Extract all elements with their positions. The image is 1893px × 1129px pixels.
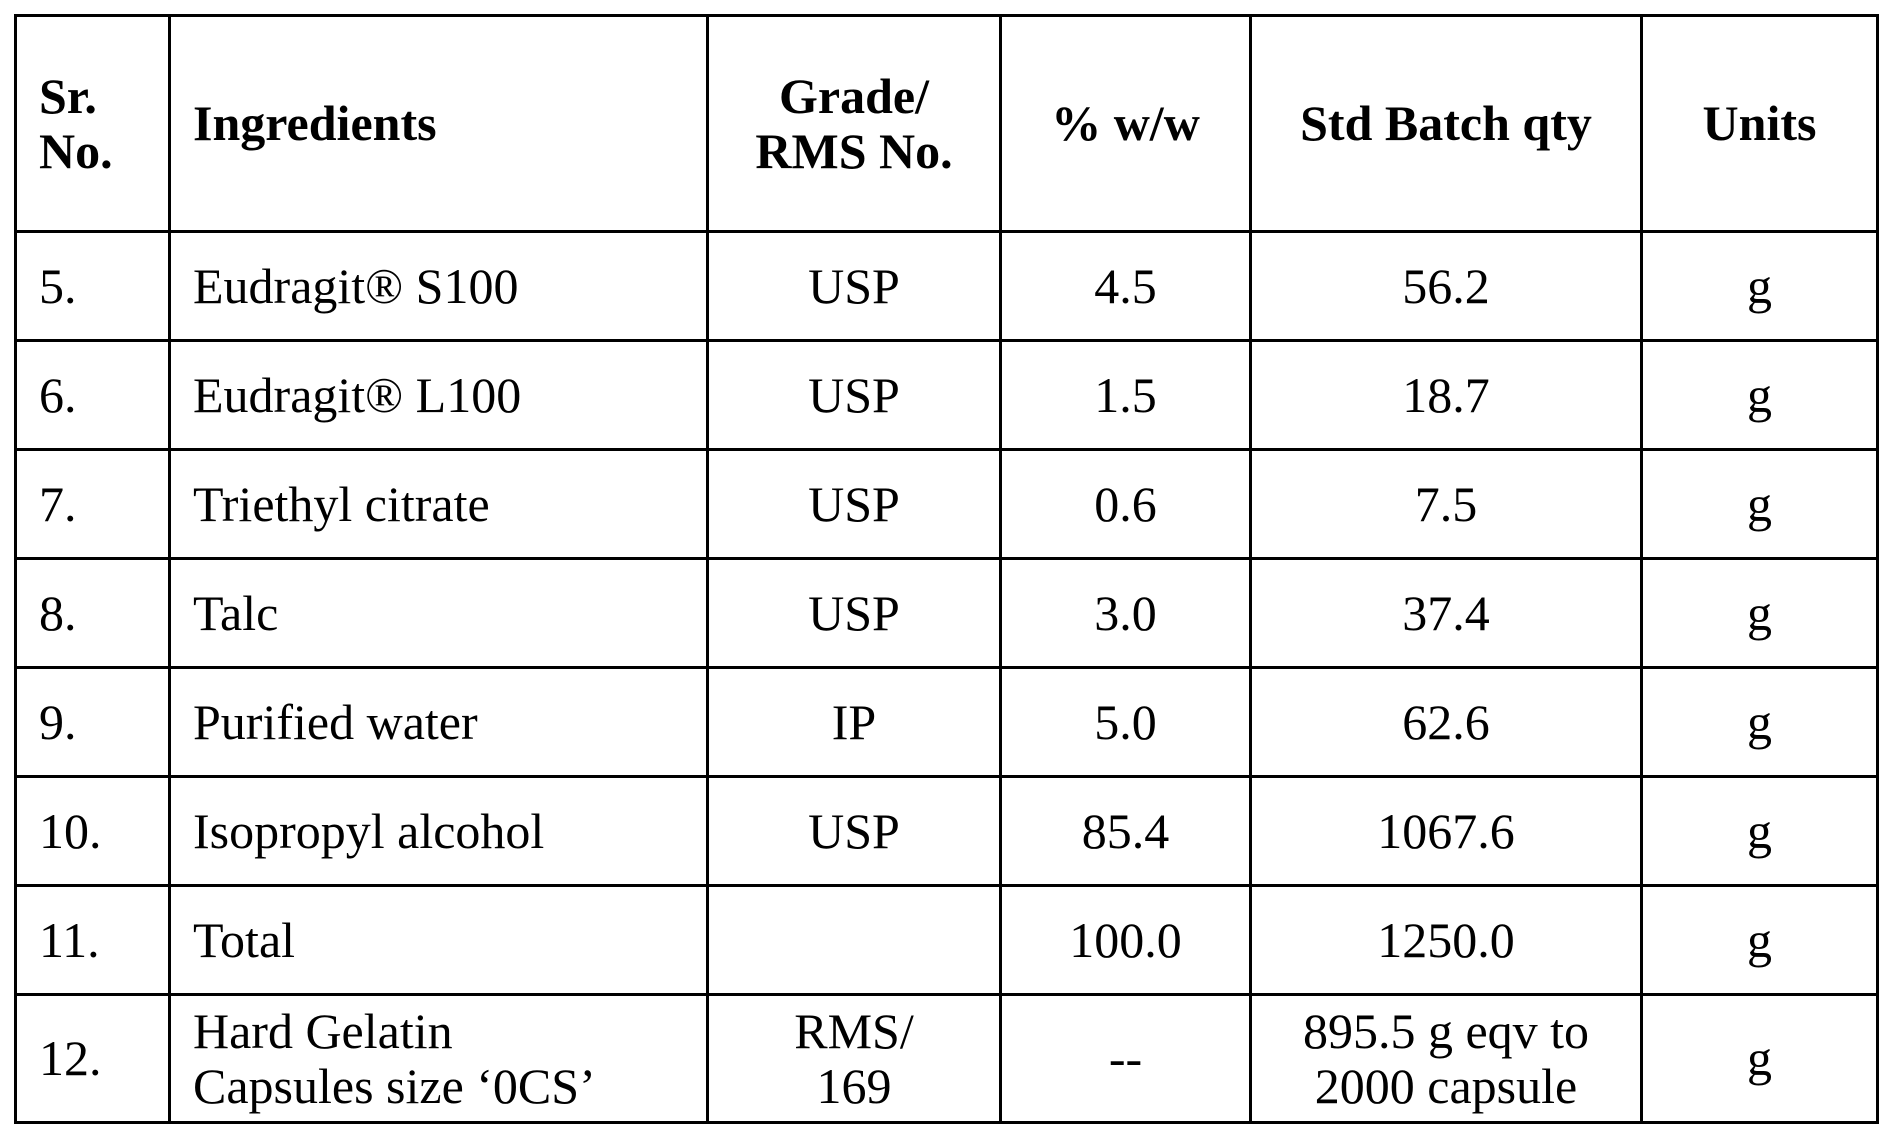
cell-pct-ww: 4.5 — [1001, 232, 1251, 341]
table-row: 6.Eudragit® L100USP1.518.7g — [16, 341, 1878, 450]
cell-std-batch-qty: 895.5 g eqv to 2000 capsule — [1251, 995, 1642, 1123]
cell-units: g — [1642, 886, 1878, 995]
cell-pct-ww: 0.6 — [1001, 450, 1251, 559]
cell-sr-no: 7. — [16, 450, 170, 559]
cell-std-batch-qty: 62.6 — [1251, 668, 1642, 777]
cell-sr-no: 5. — [16, 232, 170, 341]
cell-grade: IP — [708, 668, 1001, 777]
cell-units: g — [1642, 232, 1878, 341]
cell-std-batch-qty: 56.2 — [1251, 232, 1642, 341]
cell-sr-no: 10. — [16, 777, 170, 886]
table-row: 8.TalcUSP3.037.4g — [16, 559, 1878, 668]
cell-std-batch-qty: 1250.0 — [1251, 886, 1642, 995]
cell-pct-ww: 85.4 — [1001, 777, 1251, 886]
header-units: Units — [1642, 16, 1878, 232]
cell-ingredient: Total — [170, 886, 708, 995]
cell-sr-no: 8. — [16, 559, 170, 668]
cell-grade: USP — [708, 341, 1001, 450]
cell-pct-ww: 3.0 — [1001, 559, 1251, 668]
cell-units: g — [1642, 341, 1878, 450]
header-row: Sr. No. Ingredients Grade/ RMS No. % w/w… — [16, 16, 1878, 232]
table-row: 7.Triethyl citrateUSP0.67.5g — [16, 450, 1878, 559]
cell-sr-no: 11. — [16, 886, 170, 995]
header-std-batch-qty: Std Batch qty — [1251, 16, 1642, 232]
cell-grade: USP — [708, 450, 1001, 559]
cell-std-batch-qty: 7.5 — [1251, 450, 1642, 559]
cell-grade — [708, 886, 1001, 995]
cell-std-batch-qty: 1067.6 — [1251, 777, 1642, 886]
table-row: 5.Eudragit® S100USP4.556.2g — [16, 232, 1878, 341]
cell-std-batch-qty: 37.4 — [1251, 559, 1642, 668]
cell-pct-ww: 100.0 — [1001, 886, 1251, 995]
cell-units: g — [1642, 995, 1878, 1123]
cell-sr-no: 12. — [16, 995, 170, 1123]
cell-sr-no: 9. — [16, 668, 170, 777]
cell-ingredient: Triethyl citrate — [170, 450, 708, 559]
header-pct-ww: % w/w — [1001, 16, 1251, 232]
table-row: 9.Purified waterIP5.062.6g — [16, 668, 1878, 777]
header-sr-no: Sr. No. — [16, 16, 170, 232]
table-row: 12.Hard Gelatin Capsules size ‘0CS’RMS/ … — [16, 995, 1878, 1123]
cell-grade: USP — [708, 777, 1001, 886]
cell-units: g — [1642, 777, 1878, 886]
header-ingredients: Ingredients — [170, 16, 708, 232]
table-row: 11.Total 100.01250.0g — [16, 886, 1878, 995]
table-row: 10.Isopropyl alcoholUSP85.41067.6g — [16, 777, 1878, 886]
cell-ingredient: Purified water — [170, 668, 708, 777]
cell-std-batch-qty: 18.7 — [1251, 341, 1642, 450]
cell-pct-ww: 1.5 — [1001, 341, 1251, 450]
cell-ingredient: Eudragit® S100 — [170, 232, 708, 341]
cell-grade: RMS/ 169 — [708, 995, 1001, 1123]
cell-units: g — [1642, 450, 1878, 559]
cell-grade: USP — [708, 232, 1001, 341]
cell-ingredient: Isopropyl alcohol — [170, 777, 708, 886]
ingredients-table: Sr. No. Ingredients Grade/ RMS No. % w/w… — [14, 14, 1879, 1124]
cell-grade: USP — [708, 559, 1001, 668]
cell-units: g — [1642, 668, 1878, 777]
cell-units: g — [1642, 559, 1878, 668]
cell-ingredient: Eudragit® L100 — [170, 341, 708, 450]
cell-sr-no: 6. — [16, 341, 170, 450]
cell-ingredient: Talc — [170, 559, 708, 668]
cell-pct-ww: -- — [1001, 995, 1251, 1123]
cell-ingredient: Hard Gelatin Capsules size ‘0CS’ — [170, 995, 708, 1123]
header-grade: Grade/ RMS No. — [708, 16, 1001, 232]
cell-pct-ww: 5.0 — [1001, 668, 1251, 777]
